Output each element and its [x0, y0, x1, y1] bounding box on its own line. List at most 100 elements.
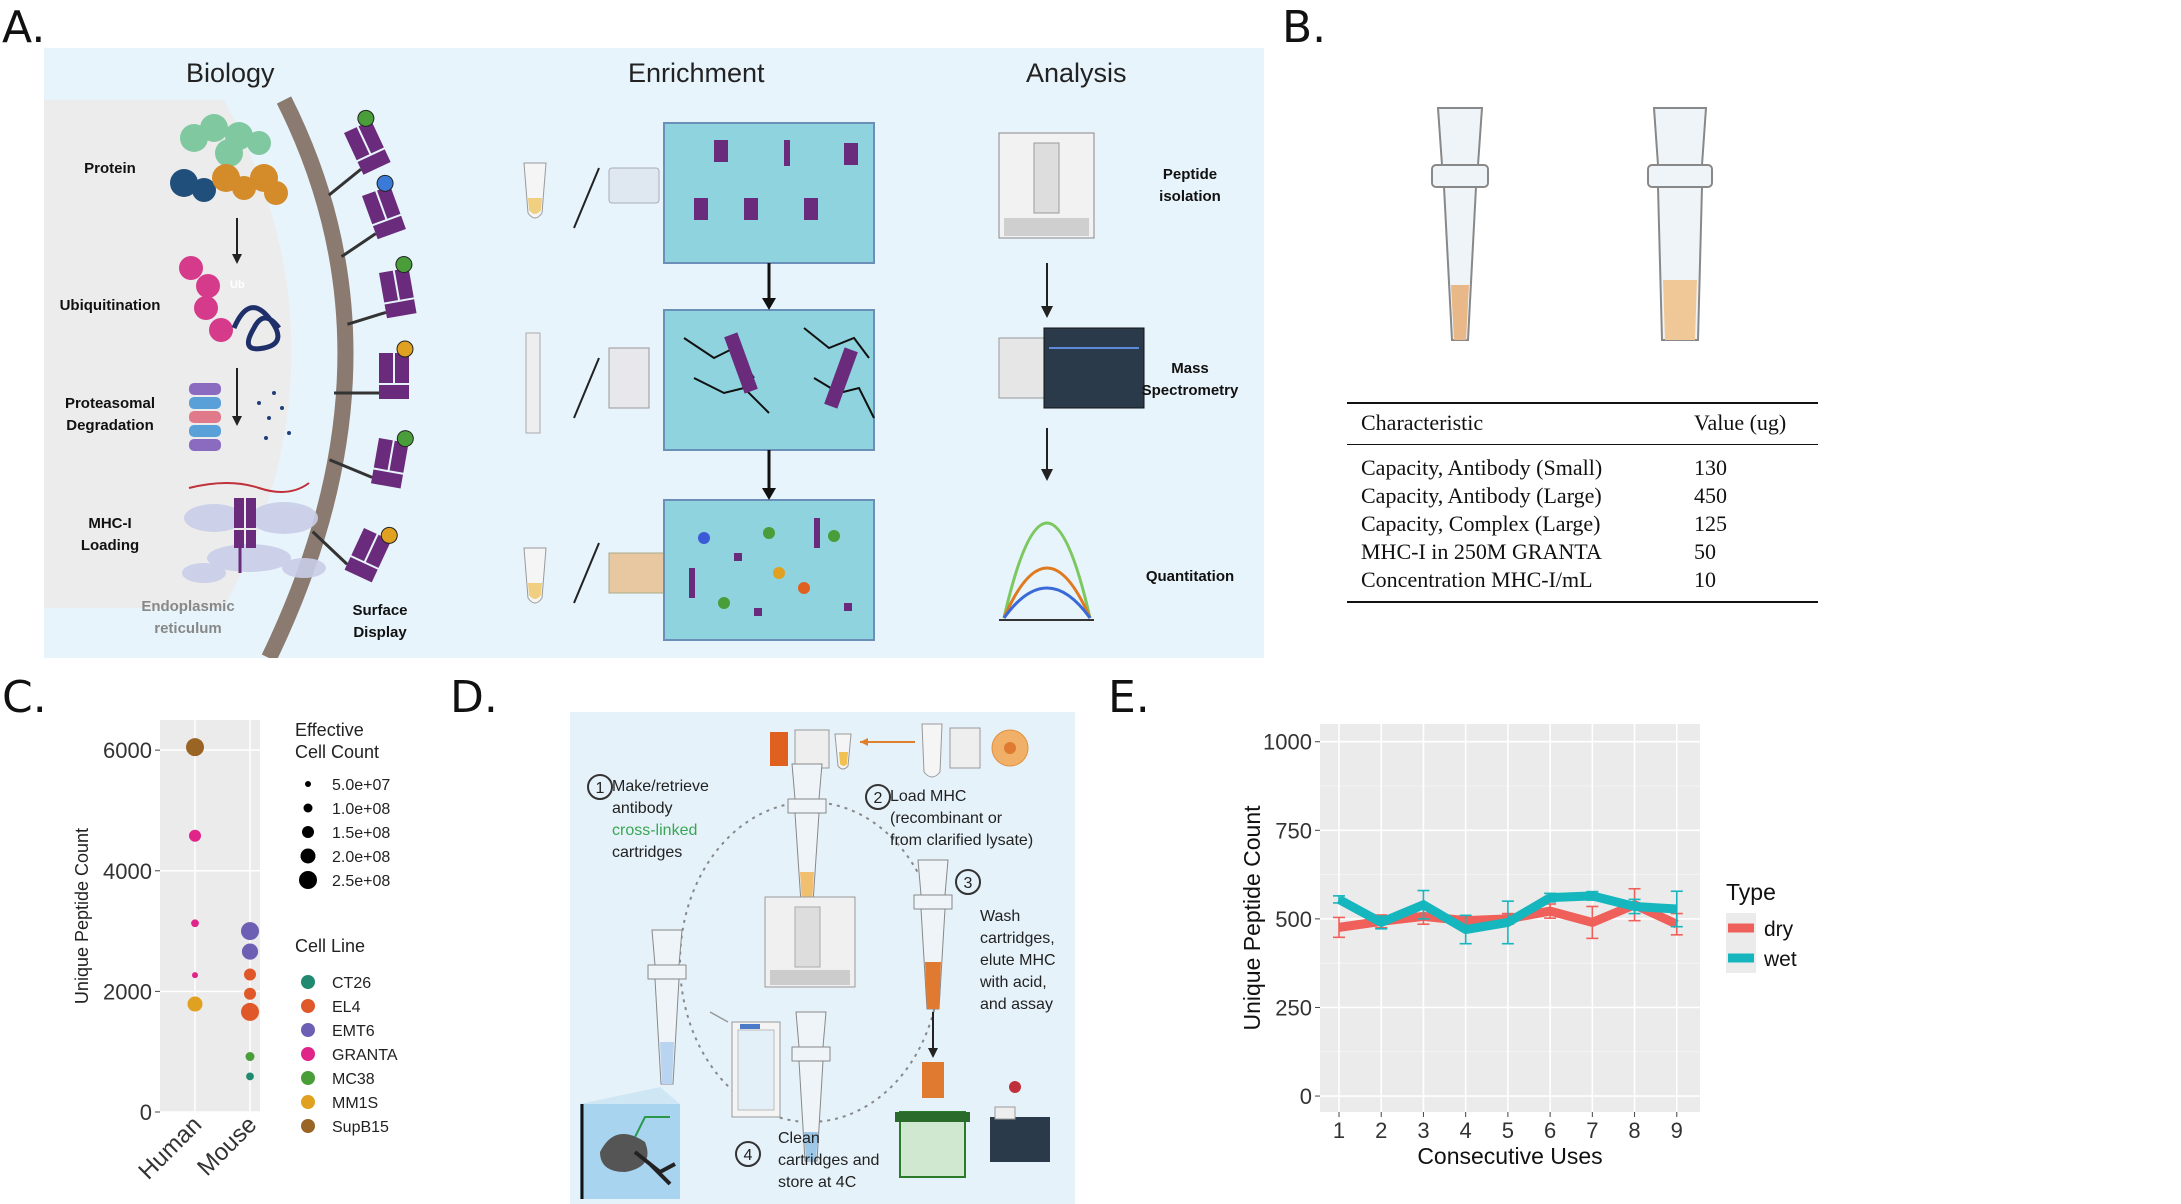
- data-point: [186, 738, 204, 757]
- size-legend-key: [300, 848, 316, 864]
- cartridge-left-icon: [647, 929, 687, 1085]
- surface-display-label: Surface Display: [352, 602, 408, 641]
- color-legend-label: GRANTA: [332, 1047, 398, 1064]
- table-row: Capacity, Antibody (Large) 450: [1361, 483, 1727, 508]
- proteasome-icon: [189, 383, 291, 451]
- x-tick-label: 6: [1544, 1118, 1556, 1143]
- capacity-table: Characteristic Value (ug) Capacity, Anti…: [1347, 402, 1818, 603]
- data-point: [241, 922, 259, 941]
- step-4-number: 4: [744, 1147, 753, 1164]
- y-tick-label: 0: [140, 1100, 152, 1125]
- mass-spec-label: Mass Spectrometry: [1141, 360, 1239, 399]
- cartridge-small-icon: [1431, 107, 1489, 341]
- color-legend-title: Cell Line: [295, 936, 365, 956]
- table-row: Concentration MHC-I/mL 10: [1361, 567, 1716, 592]
- y-tick-label: 0: [1300, 1084, 1312, 1109]
- size-legend-title: Effective: [295, 720, 364, 740]
- top-instrument-icons: [770, 723, 1029, 778]
- surface-mhc-molecules: [311, 109, 417, 583]
- cartridge-top-icon: [787, 763, 827, 904]
- step-4-circle: [735, 1141, 761, 1167]
- size-legend-key: [299, 871, 317, 889]
- size-legend-label: 5.0e+07: [332, 777, 390, 794]
- color-legend-key: [301, 1047, 315, 1061]
- color-legend-label: EL4: [332, 999, 361, 1016]
- y-tick-label: 250: [1275, 995, 1312, 1020]
- panel-b-letter: B.: [1282, 2, 1327, 53]
- y-tick-label: 4000: [103, 859, 152, 884]
- cartridge-wash-icon: [913, 859, 953, 1058]
- protein-label: Protein: [84, 160, 136, 177]
- color-legend-label: SupB15: [332, 1119, 389, 1136]
- x-tick-label: 8: [1628, 1118, 1640, 1143]
- y-tick-label: 2000: [103, 979, 152, 1004]
- peptide-isolation-label: Peptide isolation: [1159, 166, 1221, 205]
- panel-e-letter: E.: [1108, 672, 1150, 723]
- size-legend-key: [303, 803, 313, 813]
- mass-spectrometer-icon: [998, 327, 1145, 409]
- biology-title: Biology: [186, 58, 275, 88]
- er-label: Endoplasmic reticulum: [141, 598, 235, 637]
- size-legend-key: [302, 826, 314, 838]
- ub-tag-1: Ub: [230, 279, 245, 291]
- protein-icon: [170, 114, 288, 205]
- size-legend-label: 2.5e+08: [332, 873, 390, 890]
- plot-background: [160, 720, 260, 1112]
- data-point: [244, 987, 256, 1000]
- step-2-number: 2: [874, 790, 883, 807]
- mhc-loading-icon: [188, 482, 310, 573]
- legend-label: wet: [1763, 948, 1797, 971]
- step-2-circle: [865, 784, 891, 810]
- data-point: [241, 1002, 259, 1021]
- size-legend-key: [305, 781, 311, 787]
- workflow-diagram: 1 2 3 4: [570, 712, 1075, 1204]
- color-legend-key: [301, 1071, 315, 1085]
- color-legend-label: EMT6: [332, 1023, 375, 1040]
- legend-title: Type: [1726, 879, 1776, 905]
- y-tick-label: 750: [1275, 818, 1312, 843]
- x-tick-label: 7: [1586, 1118, 1598, 1143]
- panel-a-figure: Ub: [44, 48, 1264, 658]
- color-legend-label: MM1S: [332, 1095, 378, 1112]
- y-tick-label: 1000: [1263, 730, 1312, 755]
- table-row: Capacity, Complex (Large) 125: [1361, 511, 1727, 536]
- enrichment-box-1: [663, 122, 875, 264]
- data-point: [191, 919, 199, 928]
- robot-workstation-icon: [764, 896, 856, 988]
- degradation-label: Proteasomal Degradation: [64, 395, 156, 434]
- step-3-circle: [955, 869, 981, 895]
- x-tick-label: 1: [1333, 1118, 1345, 1143]
- consecutive-uses-line-chart: 0 250 500 750 1000 1 2 3 4 5 6 7 8 9 Consecutive Uses U…: [1239, 724, 1797, 1169]
- col-characteristic: Characteristic: [1361, 410, 1484, 435]
- analysis-title: Analysis: [1026, 58, 1127, 88]
- x-tick-label: 4: [1460, 1118, 1472, 1143]
- cartridge-large-icon: [1647, 107, 1713, 341]
- y-axis-label: Unique Peptide Count: [1239, 805, 1265, 1031]
- panel-d-letter: D.: [450, 672, 498, 723]
- size-legend-label: 1.0e+08: [332, 801, 390, 818]
- ubiquitination-label: Ubiquitination: [59, 297, 161, 314]
- legend-label: dry: [1764, 918, 1794, 941]
- antibody-blob-icon: [600, 1134, 648, 1172]
- refrigerator-icon: [731, 1021, 781, 1118]
- panel-a-letter: A.: [2, 2, 46, 53]
- data-point: [187, 996, 203, 1012]
- color-legend-key: [301, 999, 315, 1013]
- panel-c-letter: C.: [2, 672, 47, 723]
- size-legend-title: Cell Count: [295, 742, 379, 762]
- color-legend-key: [301, 1023, 315, 1037]
- size-legend-label: 2.0e+08: [332, 849, 390, 866]
- col-value: Value (ug): [1694, 410, 1787, 435]
- x-tick-label: 5: [1502, 1118, 1514, 1143]
- step-4-text: Clean cartridges and store at 4C: [778, 1130, 880, 1192]
- color-legend-label: CT26: [332, 975, 371, 992]
- color-legend-key: [301, 1095, 315, 1109]
- enrichment-title: Enrichment: [628, 58, 765, 88]
- data-point: [244, 968, 256, 981]
- mhc-loading-label: MHC-I Loading: [80, 515, 140, 554]
- x-tick-label: Mouse: [192, 1111, 262, 1181]
- y-axis-label: Unique Peptide Count: [72, 828, 92, 1004]
- y-tick-label: 500: [1275, 907, 1312, 932]
- color-legend-key: [301, 1119, 315, 1133]
